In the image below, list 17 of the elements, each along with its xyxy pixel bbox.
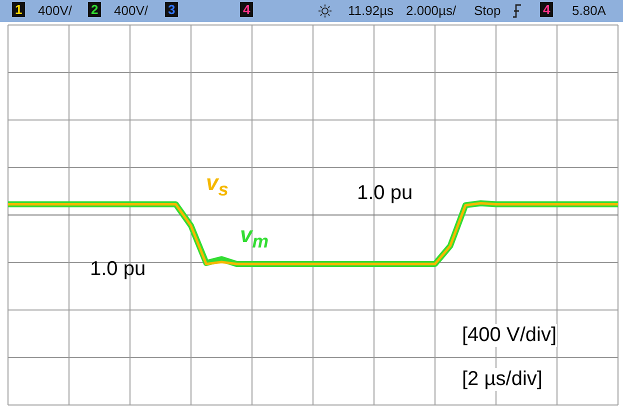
text: 3 (165, 2, 178, 17)
text: 11.92µs (348, 3, 394, 18)
series-label: v$_{m}$ (240, 222, 269, 252)
text: [400 V/div] (462, 324, 557, 347)
annotation: 1.0 pu (90, 258, 146, 281)
text: 5.80A (572, 3, 606, 18)
text: 1 (12, 2, 26, 17)
text: 400V/ (38, 3, 72, 18)
annotation: 1.0 pu (357, 182, 413, 205)
text: 400V/ (114, 3, 148, 18)
text: [2 µs/div] (462, 368, 542, 391)
series-label: v$_{s}$ (206, 170, 228, 200)
text: Stop (474, 3, 501, 18)
text: 2.000µs/ (406, 3, 456, 18)
text: 4 (240, 2, 254, 17)
text: 2 (88, 2, 102, 17)
text: 4 (540, 2, 554, 17)
